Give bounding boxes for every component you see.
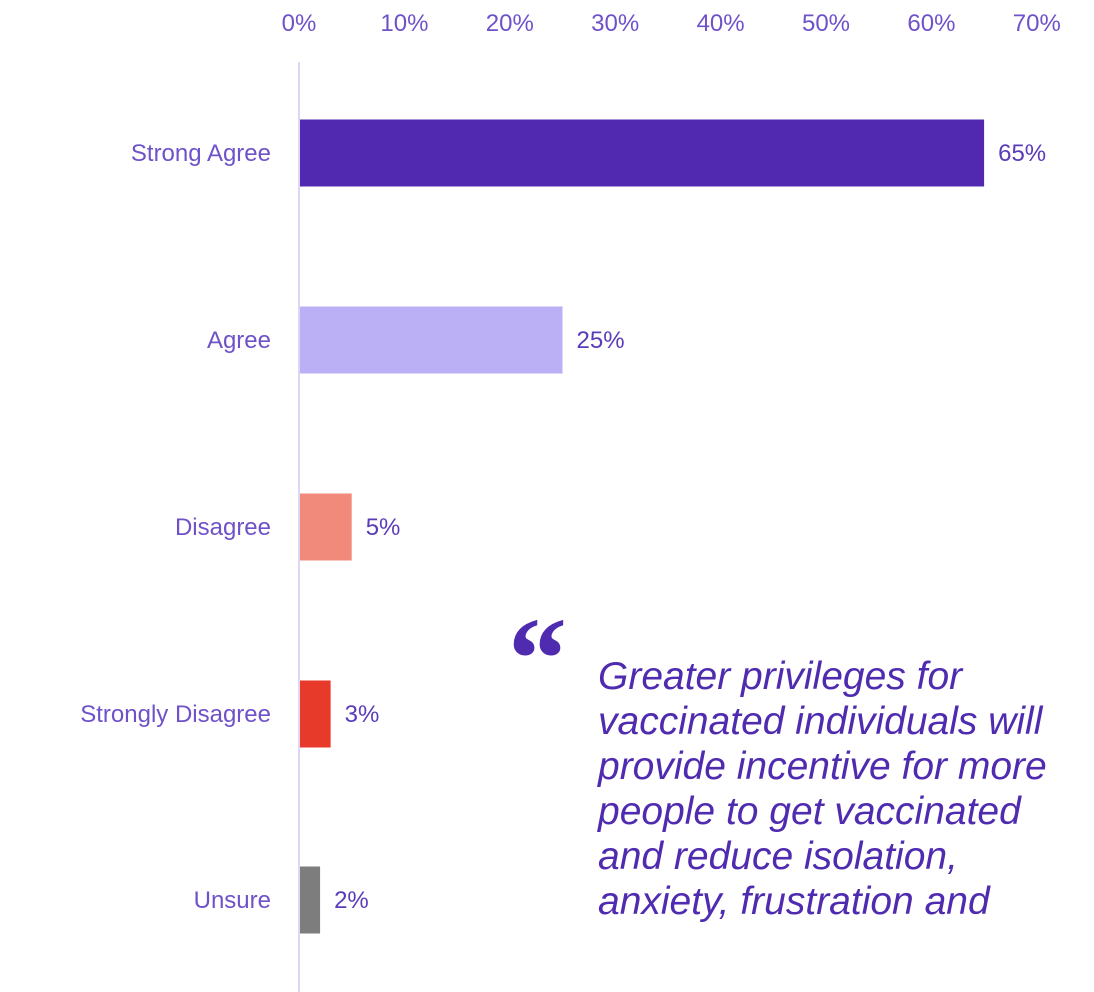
data-label: 65% [998, 140, 1046, 167]
category-label: Strongly Disagree [80, 701, 271, 728]
quote-line-1: Greater privileges for [598, 655, 963, 698]
quote-line-5: and reduce isolation, [598, 835, 958, 878]
quote-line-6: anxiety, frustration and [598, 880, 990, 923]
x-axis-ticks: 0% 10% 20% 30% 40% 50% 60% 70% [282, 10, 1061, 37]
bar [300, 493, 352, 561]
data-label: 5% [366, 514, 401, 541]
bar [300, 680, 331, 748]
x-tick-label: 60% [907, 10, 955, 37]
data-label: 2% [334, 887, 369, 914]
bar [300, 119, 985, 187]
data-label: 3% [345, 701, 380, 728]
category-label: Agree [207, 327, 271, 354]
x-tick-label: 0% [282, 10, 317, 37]
bar [300, 306, 563, 374]
x-tick-label: 20% [486, 10, 534, 37]
data-label: 25% [577, 327, 625, 354]
quote-line-3: provide incentive for more [598, 745, 1047, 788]
bars: Strong Agree 65% Agree 25% Disagree 5% Strongl… [80, 119, 1046, 934]
x-tick-label: 40% [697, 10, 745, 37]
x-tick-label: 30% [591, 10, 639, 37]
quote-line-2: vaccinated individuals will [598, 700, 1043, 743]
x-tick-label: 10% [380, 10, 428, 37]
x-tick-label: 50% [802, 10, 850, 37]
category-label: Unsure [194, 887, 271, 914]
category-label: Disagree [175, 514, 271, 541]
quote-mark-icon: “ [508, 593, 567, 724]
bar [300, 866, 321, 934]
quote-line-4: people to get vaccinated [598, 790, 1021, 833]
quote-text: Greater privileges for vaccinated indivi… [598, 654, 1094, 924]
category-label: Strong Agree [131, 140, 271, 167]
x-tick-label: 70% [1013, 10, 1061, 37]
